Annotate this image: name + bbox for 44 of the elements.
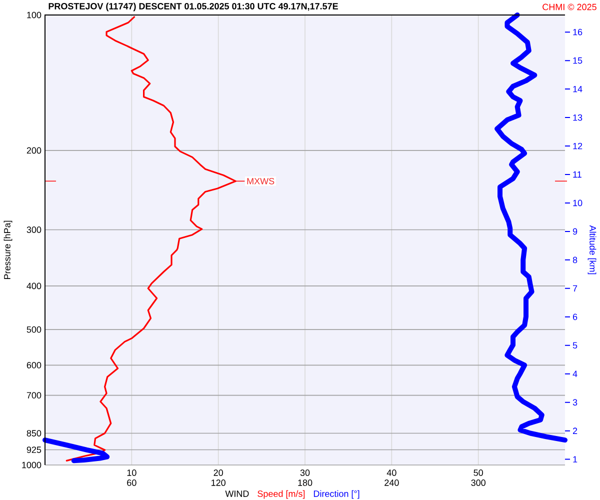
y2-tick-label: 10 xyxy=(573,200,582,206)
y-tick-label: 700 xyxy=(26,392,42,398)
y2-tick-label: 13 xyxy=(573,114,582,121)
x2-tick-label: 240 xyxy=(384,480,399,486)
annotation: MXWS xyxy=(247,178,274,184)
x-tick-label: 50 xyxy=(474,470,483,476)
y2-axis-title: Altitude [km] xyxy=(588,225,596,274)
y2-tick-label: 15 xyxy=(573,57,582,64)
x-tick-label: 10 xyxy=(127,470,136,476)
y2-tick-label: 4 xyxy=(572,370,578,377)
x-axis-title: WIND xyxy=(225,490,249,497)
text: Direction [°] xyxy=(314,490,360,499)
y2-tick-label: 7 xyxy=(572,285,578,292)
x2-tick-label: 60 xyxy=(127,480,136,486)
y-tick-label: 400 xyxy=(26,282,42,290)
x-tick-label: 40 xyxy=(386,470,396,476)
y-tick-label: 1000 xyxy=(22,462,42,468)
chart-title: PROSTEJOV (11747) DESCENT 01.05.2025 01:30 UTC 49.17N,17.57E xyxy=(48,2,338,12)
y2-tick-label: 3 xyxy=(572,399,578,406)
y-tick-label: 300 xyxy=(26,226,42,233)
text: CHMI © 2025 xyxy=(542,4,596,10)
y2-tick-label: 2 xyxy=(572,428,578,434)
y2-tick-label: 1 xyxy=(573,456,578,462)
y-tick-label: 100 xyxy=(27,12,42,18)
y2-tick-label: 16 xyxy=(573,28,582,36)
text: Speed [m/s] xyxy=(258,490,305,499)
x2-tick-label: 120 xyxy=(212,480,226,486)
y-tick-label: 850 xyxy=(26,430,42,436)
y-tick-label: 600 xyxy=(26,362,42,368)
y2-tick-label: 5 xyxy=(572,342,578,349)
x-tick-label: 20 xyxy=(214,470,223,476)
y-tick-label: 500 xyxy=(26,326,42,333)
y2-tick-label: 12 xyxy=(573,142,582,150)
y2-tick-label: 6 xyxy=(572,314,578,320)
y2-tick-label: 8 xyxy=(572,256,578,264)
x-tick-label: 30 xyxy=(300,470,310,476)
x2-tick-label: 180 xyxy=(298,480,312,486)
y2-tick-label: 9 xyxy=(572,228,578,235)
y2-tick-label: 14 xyxy=(573,86,582,92)
y-tick-label: 925 xyxy=(26,446,42,453)
y-axis-title: Pressure [hPa] xyxy=(4,220,12,280)
x2-tick-label: 300 xyxy=(471,480,486,486)
y-tick-label: 200 xyxy=(26,147,42,154)
y2-tick-label: 11 xyxy=(573,171,582,178)
